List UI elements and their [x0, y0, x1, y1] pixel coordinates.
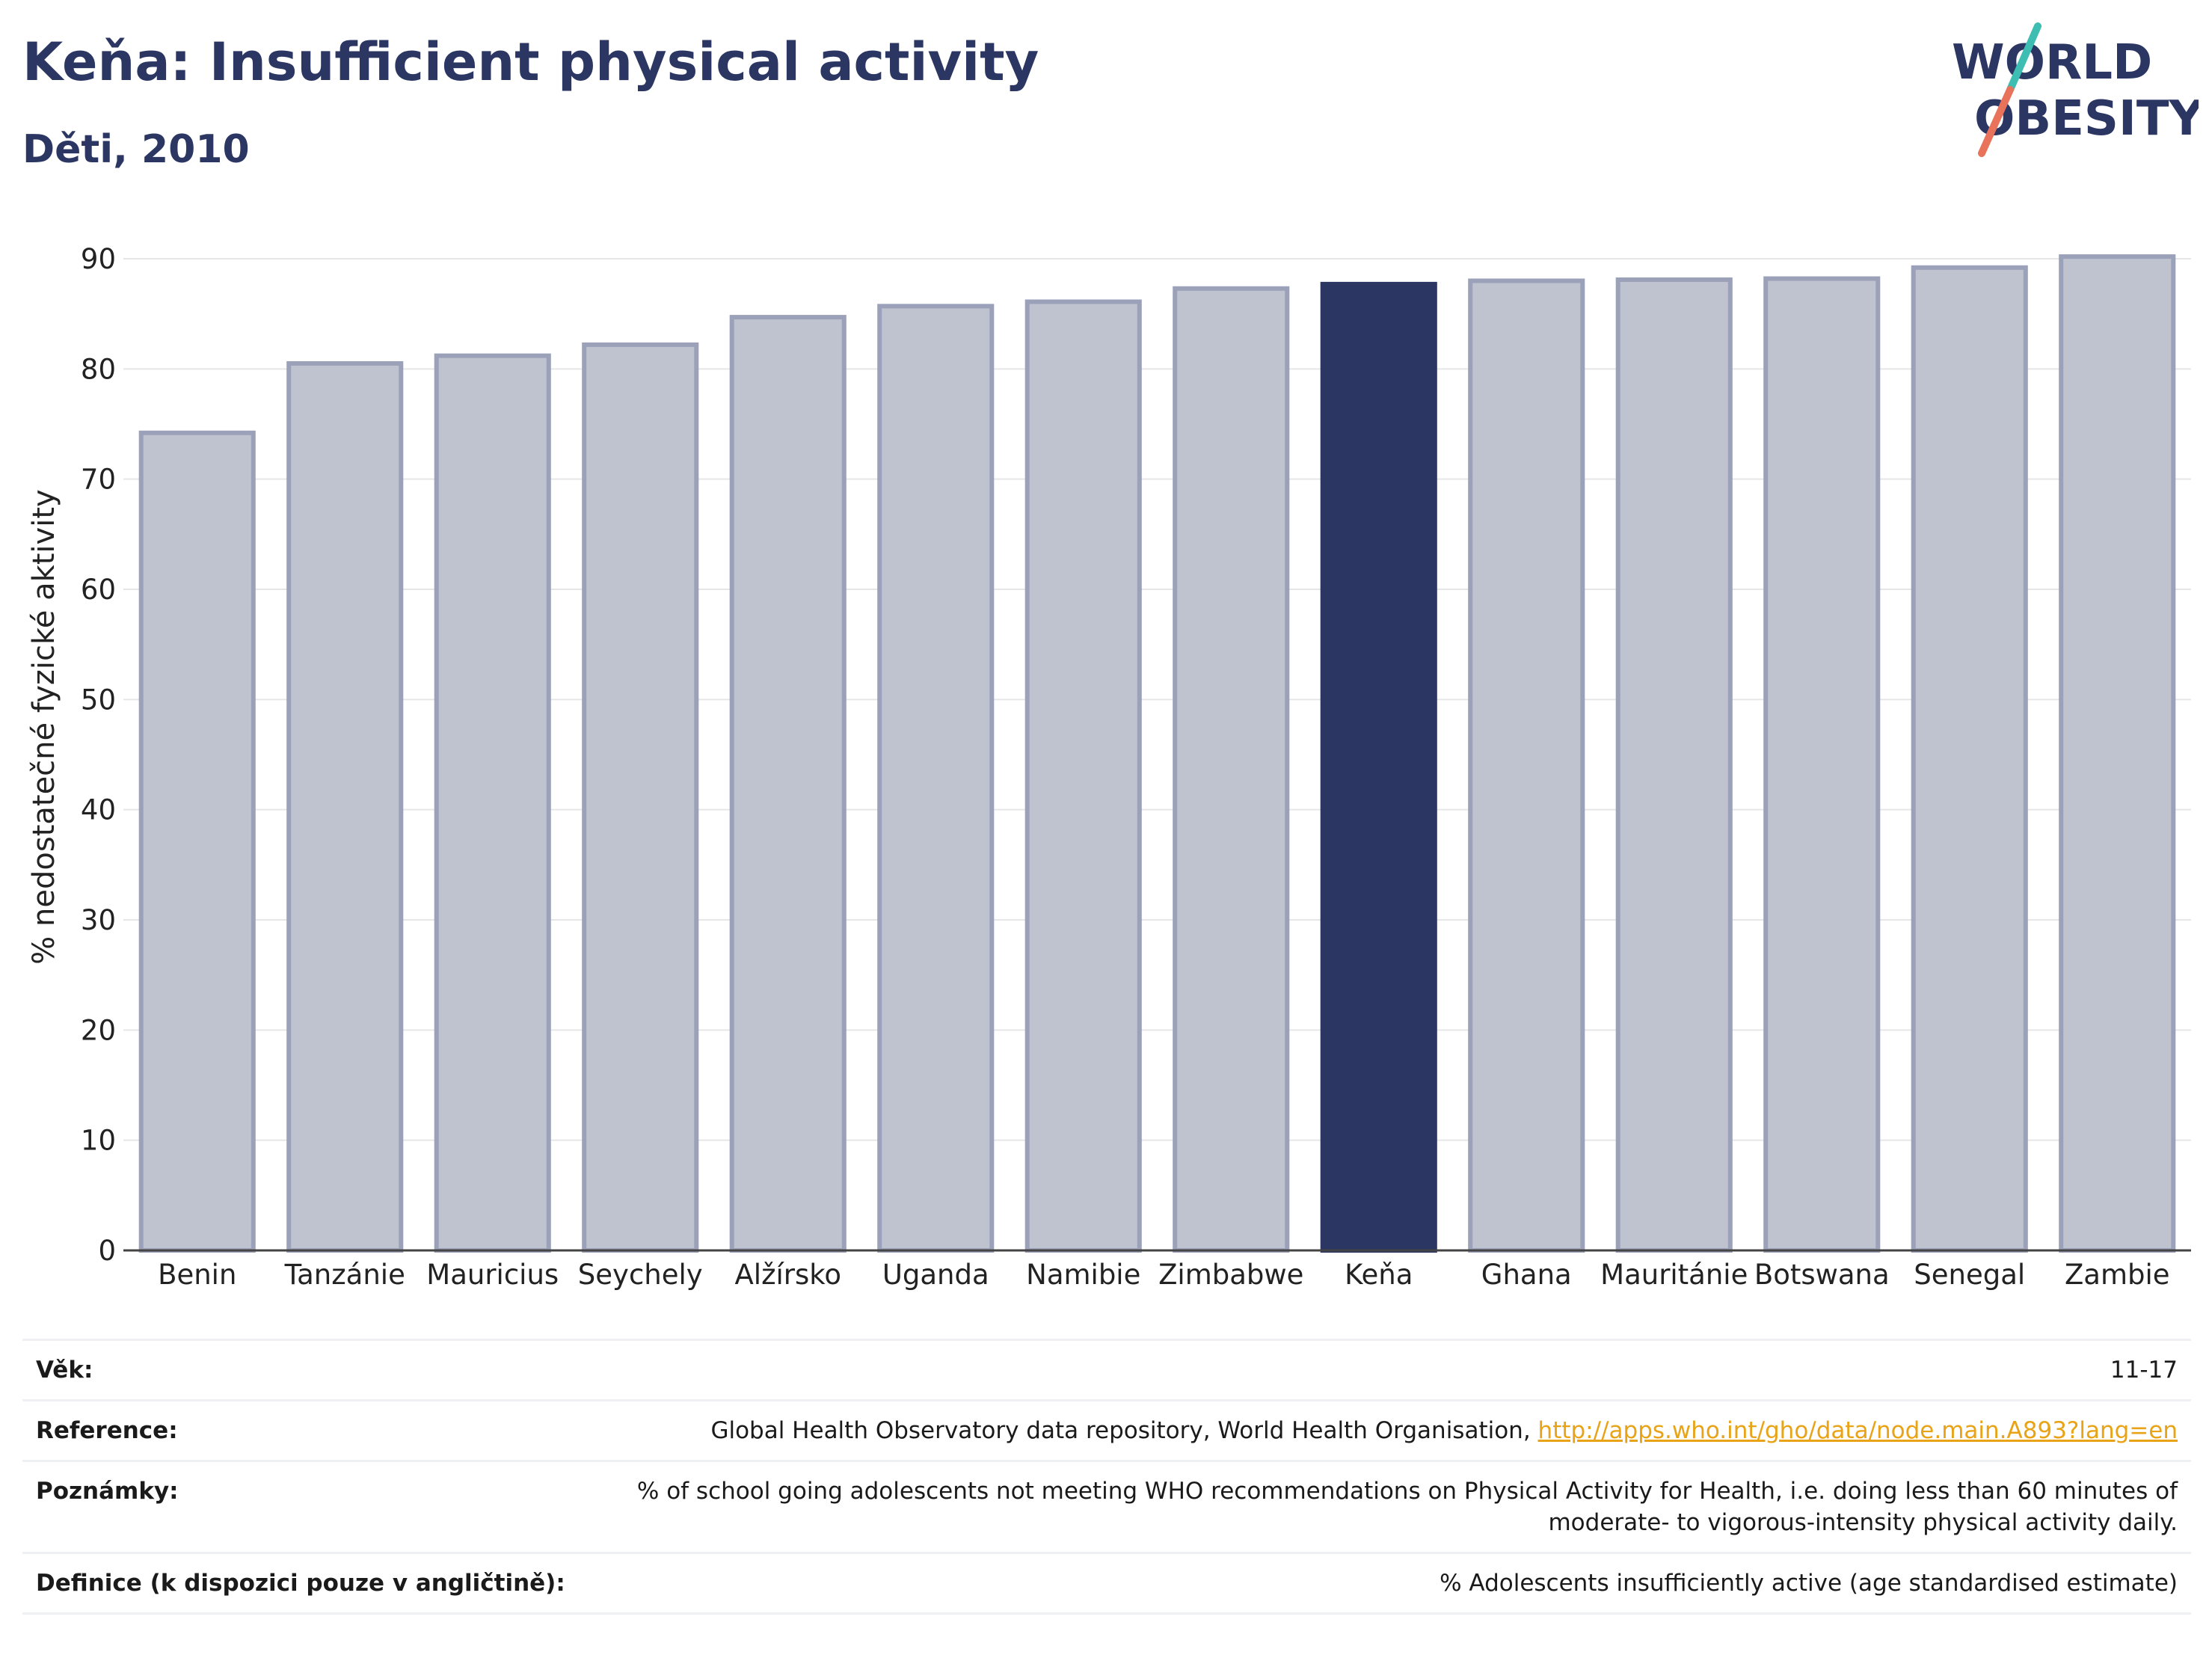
meta-row-reference: Reference: Global Health Observatory dat…: [22, 1399, 2191, 1460]
chart-subtitle: Děti, 2010: [22, 127, 250, 172]
y-tick-label: 50: [81, 684, 116, 716]
y-tick-label: 30: [81, 904, 116, 936]
x-tick-label: Ghana: [1481, 1259, 1572, 1291]
logo-slash-coral: [1978, 86, 2014, 157]
bar-Zambie[interactable]: [2059, 254, 2176, 1253]
x-tick-label: Benin: [158, 1259, 236, 1291]
x-tick-label: Namibie: [1026, 1259, 1140, 1291]
gridlines: [123, 258, 2191, 1251]
metadata-table: Věk: 11-17 Reference: Global Health Obse…: [22, 1339, 2191, 1615]
y-tick-label: 10: [81, 1125, 116, 1157]
bar-Seychely[interactable]: [582, 342, 699, 1253]
x-tick-label: Senegal: [1914, 1259, 2025, 1291]
x-tick-label: Mauricius: [426, 1259, 559, 1291]
meta-row-notes: Poznámky: % of school going adolescents …: [22, 1460, 2191, 1552]
chart-title: Keňa: Insufficient physical activity: [22, 31, 1039, 93]
reference-text: Global Health Observatory data repositor…: [710, 1417, 1538, 1444]
notes-label: Poznámky:: [36, 1478, 179, 1505]
reference-label: Reference:: [36, 1417, 178, 1444]
bars: [138, 254, 2176, 1253]
world-obesity-logo: WORLD OBESITY: [1952, 22, 2199, 157]
logo-line2: OBESITY: [1974, 91, 2199, 147]
x-tick-label: Mauritánie: [1600, 1259, 1748, 1291]
x-tick-label: Seychely: [578, 1259, 703, 1291]
y-tick-labels: 0 10 20 30 40 50 60 70 80 90: [81, 243, 116, 1267]
bar-Senegal[interactable]: [1911, 265, 2028, 1253]
definition-value: % Adolescents insufficiently active (age…: [1440, 1570, 2178, 1597]
meta-row-age: Věk: 11-17: [22, 1339, 2191, 1399]
bar-Zimbabwe[interactable]: [1173, 286, 1290, 1253]
y-axis-label: % nedostatečné fyzické aktivity: [27, 489, 61, 964]
bar-Ghana[interactable]: [1468, 278, 1585, 1253]
y-tick-label: 40: [81, 794, 116, 826]
definition-label: Definice (k dispozici pouze v angličtině…: [36, 1570, 565, 1597]
age-label: Věk:: [36, 1357, 93, 1384]
x-tick-label: Uganda: [882, 1259, 989, 1291]
x-tick-label: Zimbabwe: [1158, 1259, 1303, 1291]
bar-Botswana[interactable]: [1763, 276, 1881, 1253]
logo-line1: WORLD: [1952, 35, 2152, 90]
bar-Keňa[interactable]: [1320, 281, 1437, 1253]
y-tick-label: 20: [81, 1014, 116, 1046]
x-tick-label: Alžírsko: [734, 1259, 841, 1291]
bar-Namibie[interactable]: [1024, 299, 1142, 1253]
x-tick-label: Botswana: [1754, 1259, 1890, 1291]
logo-slash-teal: [2006, 22, 2042, 93]
bar-Uganda[interactable]: [877, 304, 995, 1253]
bar-chart: 0 10 20 30 40 50 60 70 80 90 Benin Tanzánie Maurici…: [27, 243, 2191, 1291]
x-tick-label: Zambie: [2065, 1259, 2170, 1291]
x-tick-label: Tanzánie: [284, 1259, 405, 1291]
x-tick-label: Keňa: [1345, 1259, 1413, 1291]
reference-value: Global Health Observatory data repositor…: [710, 1415, 2178, 1446]
bar-Mauricius[interactable]: [434, 353, 551, 1253]
reference-link[interactable]: http://apps.who.int/gho/data/node.main.A…: [1537, 1417, 2178, 1444]
bar-Tanzánie[interactable]: [286, 360, 404, 1253]
bar-Mauritánie[interactable]: [1615, 277, 1733, 1253]
y-tick-label: 80: [81, 353, 116, 385]
y-tick-label: 60: [81, 574, 116, 606]
meta-row-definition: Definice (k dispozici pouze v angličtině…: [22, 1552, 2191, 1615]
bar-Alžírsko[interactable]: [729, 315, 847, 1253]
y-tick-label: 0: [98, 1235, 116, 1267]
bar-Benin[interactable]: [138, 430, 256, 1253]
age-value: 11-17: [2110, 1357, 2178, 1384]
x-tick-labels: Benin Tanzánie Mauricius Seychely Alžírsko Ug…: [158, 1259, 2169, 1291]
y-tick-label: 90: [81, 243, 116, 275]
notes-value: % of school going adolescents not meetin…: [636, 1478, 2178, 1536]
y-tick-label: 70: [81, 464, 116, 496]
